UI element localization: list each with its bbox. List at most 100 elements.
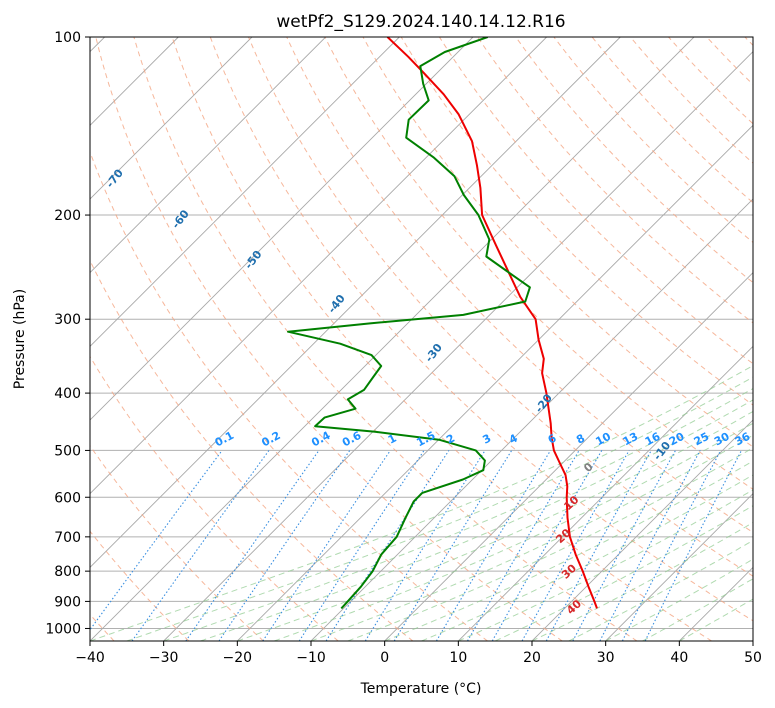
dry-adiabat-line [209,37,753,622]
dry-adiabat-line [744,37,753,47]
moist-adiabat-line [642,578,753,641]
isotherm-line [163,51,753,641]
x-tick-label: 30 [597,650,615,666]
dry-adiabat-line [95,37,563,641]
dry-adiabat-line [515,37,753,284]
dry-adiabat-line [90,530,190,641]
isotherm-line [752,640,753,641]
dry-adiabat-label: -50 [242,248,265,272]
isotherm-line [310,198,753,641]
moist-adiabat-line [384,460,753,641]
mixing-ratio-line [599,450,701,641]
x-tick-label: 40 [670,650,688,666]
dry-adiabat-line [90,259,414,641]
isotherm-line [458,345,753,641]
mixing-ratio-label: 0.1 [213,429,236,450]
moist-adiabat-label: 30 [559,562,579,582]
dry-adiabat-line [286,37,753,534]
mixing-ratio-label: 1.5 [414,429,437,450]
data-layer [287,37,598,610]
dry-adiabat-line [477,37,753,324]
dry-adiabat-line [248,37,753,577]
x-tick-label: 20 [523,650,541,666]
x-tick-label: −30 [149,650,179,666]
mixing-ratio-line [545,450,652,641]
moist-adiabat-line [347,447,753,641]
x-axis-ticks: −40 −30 −20 −10 0 10 20 30 40 50 [75,641,762,666]
mixing-ratio-line [644,450,742,641]
mixing-ratio-line [262,450,391,641]
isotherm-line [90,37,474,421]
moist-adiabat-label: 40 [564,597,584,617]
mixing-ratio-line [218,450,351,641]
mixing-ratio-label: 30 [712,430,732,449]
isotherm-line [90,37,253,200]
dry-adiabat-label: -20 [533,391,556,415]
mixing-ratio-label: 0.6 [340,429,364,450]
dry-adiabat-label: -70 [104,166,127,190]
dry-adiabat-line [90,150,488,641]
x-axis-label: Temperature (°C) [360,681,482,697]
dry-adiabat-label: -30 [423,341,446,365]
x-tick-label: 50 [744,650,762,666]
y-axis-ticks: 100 200 300 400 500 600 700 800 900 1000 [45,30,90,637]
dewpoint-profile-line [287,37,531,610]
isotherm-line [90,37,547,495]
line-label-layer: 0.1 0.2 0.4 0.6 1 1.5 2 3 4 6 8 10 13 16 20 25 30 36-70-6… [104,166,753,617]
mixing-ratio-line [621,450,722,641]
moist-adiabat-line [494,505,753,641]
dry-adiabat-line [90,355,339,641]
x-tick-label: −20 [223,650,253,666]
mixing-ratio-line [364,450,486,641]
moist-adiabat-line [200,399,753,641]
y-tick-label: 200 [54,208,81,224]
mixing-ratio-label: 0.2 [259,429,282,450]
dry-adiabat-line [133,37,638,641]
isotherm-line [605,493,753,641]
mixing-ratio-line [521,450,630,641]
temperature-profile-line [386,37,598,609]
dry-adiabat-line [591,37,753,204]
y-axis-label: Pressure (hPa) [12,289,28,389]
mixing-ratio-line [435,450,552,641]
y-tick-label: 400 [54,386,81,402]
moist-adiabat-line [568,539,753,641]
mixing-ratio-line [572,450,676,641]
moist-adiabat-line [458,489,753,641]
y-tick-label: 1000 [45,621,81,637]
mixing-ratio-label: 8 [574,432,587,447]
y-tick-label: 100 [54,30,81,46]
x-tick-label: 10 [449,650,467,666]
mixing-ratio-label: 25 [692,430,712,449]
moist-adiabat-line [237,410,753,641]
y-tick-label: 700 [54,530,81,546]
mixing-ratio-label: 16 [643,430,663,449]
plot-frame [89,36,754,642]
moist-adiabat-line [421,474,753,641]
isotherm-line [90,37,695,641]
grid-layer [90,37,753,641]
mixing-ratio-label: 36 [733,430,753,449]
moist-adiabat-line [605,558,753,641]
mixing-ratio-label: 6 [546,431,559,446]
y-tick-label: 600 [54,490,81,506]
mixing-ratio-label: 13 [621,430,641,449]
isotherm-line [90,37,326,274]
dry-adiabat-line [171,37,712,641]
moist-adiabat-line [90,365,753,641]
y-tick-label: 800 [54,564,81,580]
mixing-ratio-line [467,450,580,641]
chart-title: wetPf2_S129.2024.140.14.12.R16 [276,12,565,32]
x-tick-label: 0 [380,650,389,666]
mixing-ratio-line [90,450,223,631]
dry-adiabat-line [90,444,264,641]
y-tick-label: 300 [54,312,81,328]
dry-adiabat-label: -60 [169,207,192,231]
dry-adiabat-line [400,37,753,406]
mixing-ratio-line [491,450,603,641]
moist-adiabat-label: 0 [581,460,596,475]
moist-adiabat-line [163,387,753,641]
moist-adiabat-line [531,521,753,641]
